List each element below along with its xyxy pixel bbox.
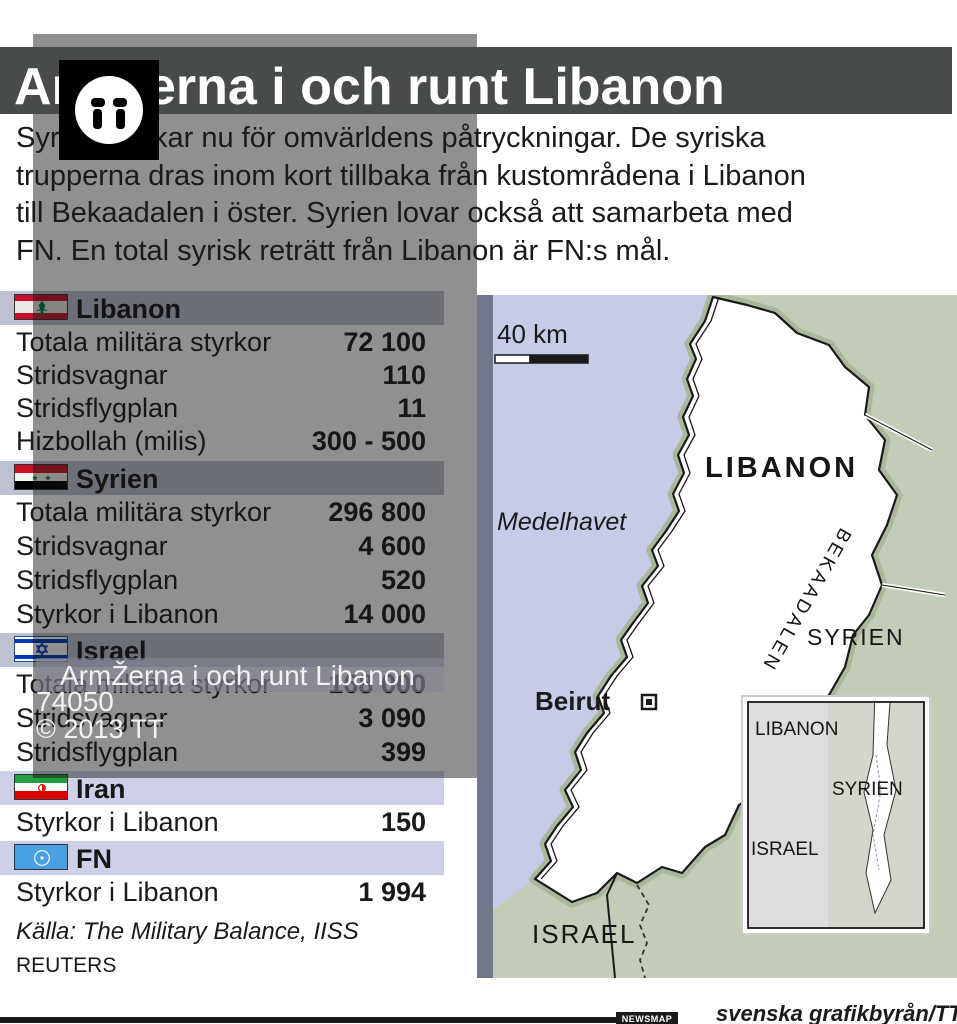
- svg-text:LIBANON: LIBANON: [705, 452, 858, 484]
- svg-text:ISRAEL: ISRAEL: [751, 839, 819, 860]
- svg-text:Medelhavet: Medelhavet: [497, 508, 627, 536]
- svg-text:ISRAEL: ISRAEL: [532, 919, 637, 949]
- svg-text:40 km: 40 km: [497, 319, 568, 349]
- svg-text:LIBANON: LIBANON: [755, 719, 838, 740]
- svg-text:SYRIEN: SYRIEN: [807, 624, 905, 650]
- svg-text:SYRIEN: SYRIEN: [832, 779, 903, 800]
- svg-text:Beirut: Beirut: [535, 686, 610, 716]
